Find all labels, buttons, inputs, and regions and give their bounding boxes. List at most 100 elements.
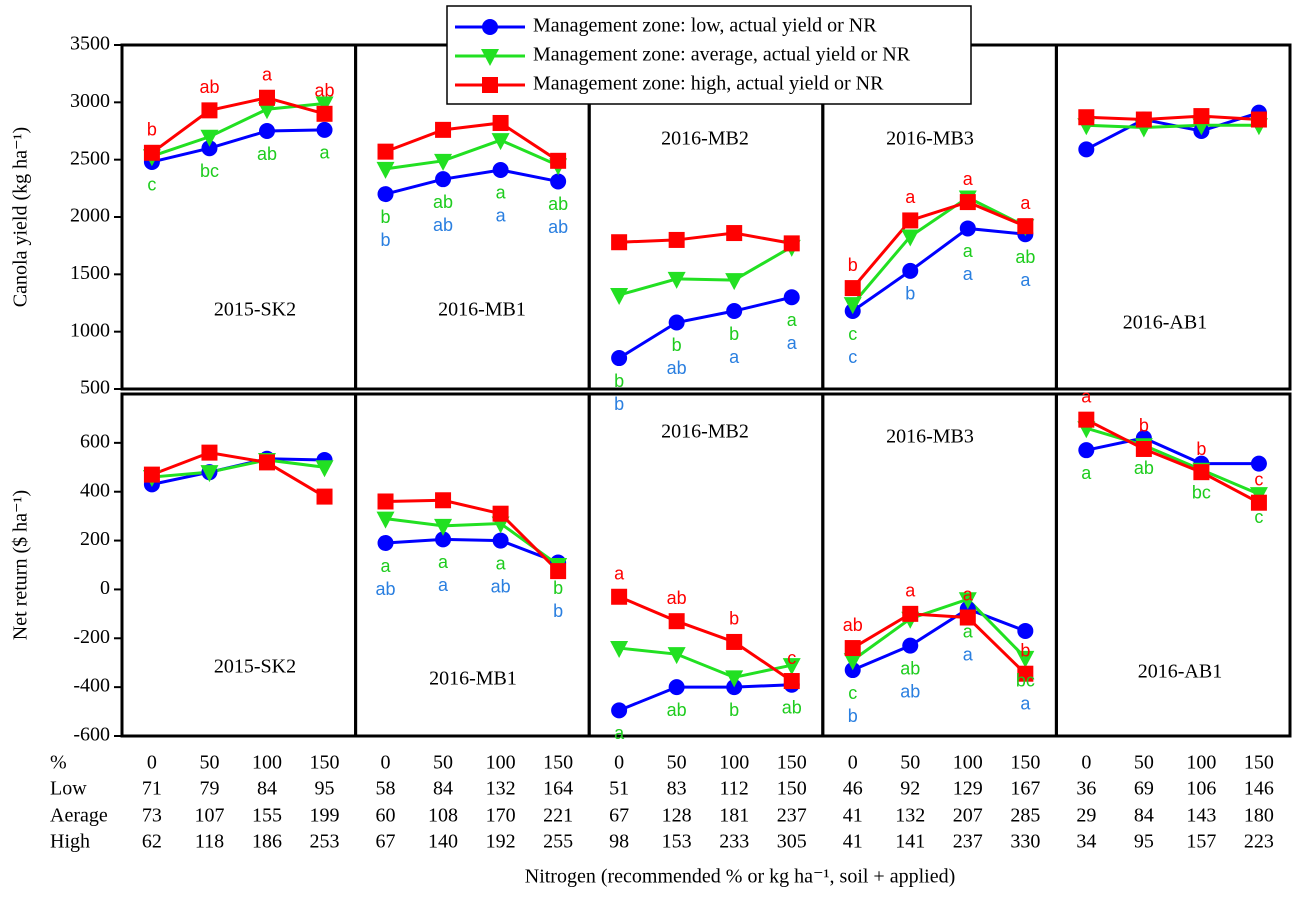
significance-letter: b: [381, 207, 391, 227]
series-line: [618, 245, 793, 297]
table-cell: 58: [376, 778, 396, 800]
data-point: [315, 460, 334, 478]
data-point: [258, 454, 275, 471]
series-line: [385, 537, 559, 564]
table-cell: 0: [848, 752, 858, 774]
table-cell: 46: [843, 778, 863, 800]
significance-letter: bc: [200, 161, 219, 181]
data-point: [959, 609, 976, 626]
table-cell: 50: [199, 752, 219, 774]
significance-letter: ab: [548, 194, 568, 214]
significance-letter: ab: [491, 576, 511, 596]
significance-letter: ab: [667, 588, 687, 608]
significance-letter: a: [787, 333, 798, 353]
series-line: [618, 295, 793, 360]
table-row-label: Aerage: [50, 805, 108, 827]
table-cell: 50: [1134, 752, 1154, 774]
data-point: [667, 647, 686, 665]
data-point: [782, 658, 801, 676]
data-point: [434, 153, 453, 171]
significance-letter: b: [1139, 416, 1149, 436]
significance-letter: a: [1081, 463, 1092, 483]
table-cell: 98: [609, 831, 629, 853]
table-cell: 100: [719, 752, 749, 774]
data-point: [902, 262, 919, 279]
table-cell: 255: [543, 831, 573, 853]
data-point: [843, 653, 862, 671]
significance-letter: a: [496, 183, 507, 203]
significance-letter: ab: [376, 579, 396, 599]
data-point: [201, 102, 218, 119]
table-cell: 69: [1134, 778, 1154, 800]
table-cell: 140: [428, 831, 458, 853]
significance-letter: a: [496, 206, 507, 226]
data-point: [1078, 442, 1095, 459]
data-point: [201, 140, 218, 157]
significance-letter: b: [147, 120, 157, 140]
table-cell: 50: [433, 752, 453, 774]
table-cell: 153: [662, 831, 692, 853]
table-cell: 237: [953, 831, 983, 853]
table-cell: 100: [953, 752, 983, 774]
data-point: [668, 679, 685, 696]
table-cell: 150: [543, 752, 573, 774]
table-cell: 0: [614, 752, 624, 774]
y-tick-label: 500: [80, 377, 110, 399]
series-line: [1086, 123, 1259, 130]
significance-letter: b: [672, 335, 682, 355]
significance-letter: a: [262, 64, 273, 84]
data-point: [1135, 111, 1152, 128]
significance-letter: a: [614, 723, 625, 743]
series-line: [385, 498, 560, 573]
data-point: [668, 231, 685, 248]
table-cell: 167: [1010, 778, 1040, 800]
panel-title: 2016-AB1: [1138, 661, 1222, 683]
panel-title: 2016-MB1: [438, 299, 526, 321]
data-point: [492, 161, 509, 178]
data-point: [435, 121, 452, 138]
data-point: [376, 511, 395, 529]
significance-letter: a: [963, 622, 974, 642]
data-point: [200, 465, 219, 483]
table-cell: 106: [1186, 778, 1216, 800]
table-cell: 41: [843, 805, 863, 827]
table-cell: 108: [428, 805, 458, 827]
significance-letter: b: [729, 700, 739, 720]
table-cell: 157: [1186, 831, 1216, 853]
significance-letter: b: [553, 601, 563, 621]
data-point: [902, 605, 919, 622]
data-point: [726, 225, 743, 242]
significance-letter: a: [905, 581, 916, 601]
data-point: [1017, 622, 1034, 639]
data-point: [550, 563, 567, 580]
data-point: [316, 121, 333, 138]
significance-letter: c: [1254, 469, 1263, 489]
table-cell: 150: [777, 778, 807, 800]
panel-title: 2016-MB3: [886, 426, 974, 448]
table-cell: 67: [609, 805, 629, 827]
significance-letter: a: [787, 310, 798, 330]
data-point: [610, 641, 629, 659]
significance-letter: b: [553, 578, 563, 598]
table-cell: 150: [310, 752, 340, 774]
data-point: [668, 314, 685, 331]
data-point: [435, 492, 452, 509]
series-line: [384, 121, 559, 163]
series-line: [618, 595, 793, 683]
y-axis-label: Canola yield (kg ha⁻¹): [10, 127, 32, 307]
significance-letter: c: [848, 683, 857, 703]
significance-letter: c: [787, 648, 796, 668]
table-cell: 164: [543, 778, 573, 800]
y-axis-label: Net return ($ ha⁻¹): [10, 490, 32, 640]
table-cell: 155: [252, 805, 282, 827]
panel-title: 2015-SK2: [214, 656, 296, 678]
significance-letter: a: [320, 143, 331, 163]
table-cell: 41: [843, 831, 863, 853]
data-point: [377, 186, 394, 203]
table-cell: 221: [543, 805, 573, 827]
table-cell: 51: [609, 778, 629, 800]
table-cell: 305: [777, 831, 807, 853]
table-cell: 132: [895, 805, 925, 827]
significance-letter: b: [614, 394, 624, 414]
